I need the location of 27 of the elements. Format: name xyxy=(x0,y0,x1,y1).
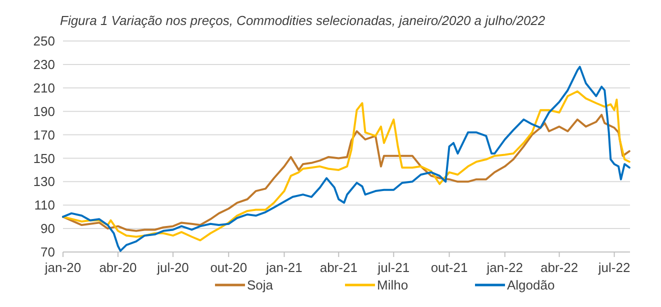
y-tick-label: 130 xyxy=(33,174,55,190)
y-tick-label: 250 xyxy=(33,34,55,49)
legend-label: Soja xyxy=(247,278,274,293)
legend-label: Milho xyxy=(377,278,408,293)
x-tick-label: jul-21 xyxy=(376,260,410,275)
x-tick-label: jan-20 xyxy=(44,260,82,275)
y-tick-label: 230 xyxy=(33,56,55,72)
x-tick-label: out-20 xyxy=(210,260,248,275)
x-tick-label: jul-22 xyxy=(597,260,630,275)
x-tick-label: abr-21 xyxy=(320,260,358,275)
y-tick-label: 210 xyxy=(33,80,55,96)
legend-label: Algodão xyxy=(507,278,555,293)
x-tick-label: jul-20 xyxy=(156,260,189,275)
y-tick-label: 70 xyxy=(40,244,55,260)
x-tick-label: out-21 xyxy=(430,260,468,275)
x-tick-label: jan-22 xyxy=(486,260,523,275)
chart-title: Figura 1 Variação nos preços, Commodities selecionadas, janeiro/2020 a julho/2022 xyxy=(60,13,546,28)
y-tick-label: 90 xyxy=(40,221,55,236)
x-tick-label: abr-20 xyxy=(99,260,137,275)
y-tick-label: 150 xyxy=(33,150,55,166)
y-tick-label: 170 xyxy=(33,127,55,142)
x-tick-label: abr-22 xyxy=(540,260,578,275)
x-tick-label: jan-21 xyxy=(265,260,302,275)
y-tick-label: 190 xyxy=(33,104,55,119)
line-series xyxy=(62,90,630,242)
y-tick-label: 110 xyxy=(34,198,55,213)
line-series xyxy=(62,114,630,232)
